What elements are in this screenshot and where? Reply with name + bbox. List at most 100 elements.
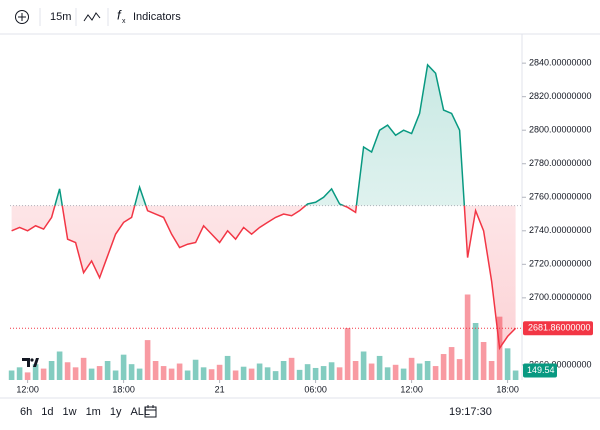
x-tick-label: 18:00 <box>496 384 519 394</box>
y-tick-label: 2800.00000000 <box>529 125 592 135</box>
range-button[interactable]: 1m <box>86 406 101 418</box>
volume-bar <box>160 366 167 380</box>
volume-bar <box>216 364 223 380</box>
line-up <box>54 63 466 206</box>
volume-bar <box>104 361 111 380</box>
volume-bar <box>424 361 431 380</box>
x-tick-label: 12:00 <box>400 384 423 394</box>
y-tick-label: 2760.00000000 <box>529 192 592 202</box>
indicators-button[interactable]: Indicators <box>133 11 181 23</box>
volume-bar <box>504 348 511 380</box>
logo <box>22 358 39 367</box>
volume-bar <box>184 370 191 380</box>
volume-bar <box>352 361 359 380</box>
volume-bar <box>384 367 391 380</box>
volume-bar <box>72 367 79 380</box>
volume-bar <box>224 355 231 380</box>
add-button[interactable] <box>15 10 29 24</box>
volume-bar <box>288 357 295 380</box>
volume-bar <box>136 368 143 380</box>
chart-type-button[interactable] <box>83 12 101 22</box>
volume-bar <box>440 354 447 380</box>
y-tick-label: 2720.00000000 <box>529 259 592 269</box>
volume-tag <box>523 363 557 378</box>
volume-bar <box>232 370 239 380</box>
line-down <box>11 205 517 351</box>
y-tick-label: 2660.00000000 <box>529 359 592 369</box>
volume-bar <box>200 367 207 380</box>
volume-bar <box>40 368 47 380</box>
volume-bar <box>48 361 55 380</box>
volume-bar <box>168 368 175 380</box>
volume-bar <box>304 364 311 380</box>
volume-bar <box>464 294 471 380</box>
volume-bar <box>240 366 247 380</box>
volume-bar <box>416 363 423 380</box>
volume-bar <box>272 371 279 380</box>
volume-bar <box>360 351 367 380</box>
range-button[interactable]: 6h <box>20 406 32 418</box>
x-tick-label: 21 <box>215 384 225 394</box>
y-tick-label: 2820.00000000 <box>529 91 592 101</box>
volume-bar <box>512 370 519 380</box>
volume-bar <box>56 351 63 380</box>
range-button[interactable]: ALL <box>130 406 150 418</box>
y-tick-label: 2780.00000000 <box>529 158 592 168</box>
y-tick-label: 2700.00000000 <box>529 292 592 302</box>
volume-bar <box>248 368 255 380</box>
indicators-icon[interactable]: f <box>117 7 122 22</box>
area-up <box>11 64 516 206</box>
volume-bar <box>8 370 15 380</box>
price-tag <box>523 321 593 336</box>
volume-bar <box>280 361 287 380</box>
volume-bar <box>120 354 127 380</box>
x-tick-label: 06:00 <box>304 384 327 394</box>
volume-bar <box>312 367 319 380</box>
volume-bar <box>32 364 39 380</box>
volume-bar <box>432 366 439 380</box>
volume-bar <box>336 367 343 380</box>
volume-bar <box>64 362 71 380</box>
volume-bar <box>472 323 479 380</box>
volume-tag-label: 149.54 <box>527 365 555 375</box>
date-picker[interactable] <box>144 405 157 418</box>
clock: 19:17:30 <box>449 406 492 418</box>
x-tick-label: 18:00 <box>112 384 135 394</box>
volume-bar <box>320 366 327 380</box>
price-tag-label: 2681.86000000 <box>528 323 591 333</box>
volume-bar <box>96 366 103 380</box>
volume-bar <box>488 361 495 380</box>
range-button[interactable]: 1y <box>110 406 122 418</box>
volume-bar <box>344 328 351 380</box>
volume-bar <box>368 363 375 380</box>
volume-bar <box>176 363 183 380</box>
volume-bar <box>480 342 487 380</box>
volume-bar <box>296 369 303 380</box>
range-button[interactable]: 1w <box>63 406 77 418</box>
volume-bar <box>392 364 399 380</box>
volume-bar <box>80 357 87 380</box>
y-tick-label: 2740.00000000 <box>529 225 592 235</box>
volume-bar <box>16 367 23 380</box>
volume-bar <box>88 368 95 380</box>
volume-bar <box>400 368 407 380</box>
range-button[interactable]: 1d <box>41 406 53 418</box>
volume-bar <box>112 370 119 380</box>
volume-bar <box>264 367 271 380</box>
volume-bar <box>328 362 335 380</box>
indicators-icon-sub: x <box>122 18 126 25</box>
y-tick-label: 2840.00000000 <box>529 58 592 68</box>
volume-bar <box>208 369 215 380</box>
volume-bar <box>408 357 415 380</box>
x-tick-label: 12:00 <box>16 384 39 394</box>
volume-bar <box>144 340 151 380</box>
volume-bar <box>24 372 31 380</box>
volume-bar <box>448 347 455 380</box>
volume-bar <box>152 361 159 380</box>
interval[interactable]: 15m <box>50 11 71 23</box>
volume-bar <box>376 355 383 380</box>
volume-bar <box>256 363 263 380</box>
volume-bar <box>128 364 135 380</box>
